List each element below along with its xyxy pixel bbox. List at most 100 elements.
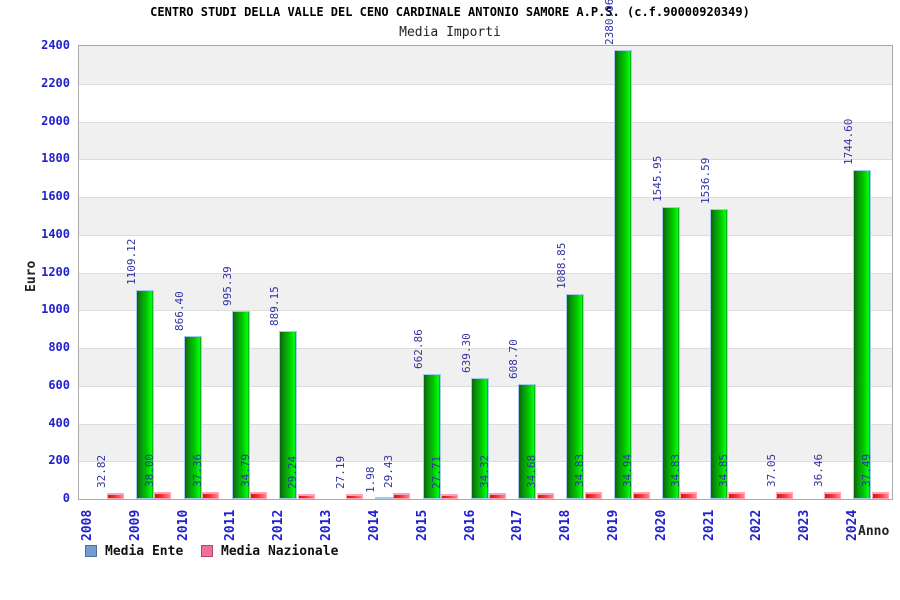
gridline xyxy=(79,310,892,312)
legend-item-media-ente: Media Ente xyxy=(85,543,183,559)
bar-media-nazionale xyxy=(823,492,841,499)
bar-value-label: 1536.59 xyxy=(698,157,712,204)
gridline xyxy=(79,83,892,85)
y-tick-label: 1800 xyxy=(41,151,70,166)
plot-band xyxy=(79,197,892,235)
chart-title: CENTRO STUDI DELLA VALLE DEL CENO CARDIN… xyxy=(150,5,750,19)
y-tick-label: 1400 xyxy=(41,226,70,241)
y-tick-label: 1200 xyxy=(41,264,70,279)
x-tick-label: 2023 xyxy=(797,509,813,541)
gridline xyxy=(79,159,892,161)
bar-value-label: 37.05 xyxy=(764,453,778,487)
bar-media-nazionale xyxy=(345,493,363,499)
bar-value-label: 662.86 xyxy=(411,329,425,369)
x-tick-label: 2014 xyxy=(366,509,382,541)
plot-band xyxy=(79,83,892,122)
x-tick-label: 2022 xyxy=(749,509,765,541)
bar-media-nazionale xyxy=(393,493,411,499)
bar-value-label: 889.15 xyxy=(268,286,282,327)
y-tick-label: 2400 xyxy=(41,38,70,52)
bar-media-nazionale xyxy=(680,492,698,499)
bar-media-ente xyxy=(279,331,298,499)
plot-area xyxy=(78,45,893,500)
bar-value-label: 29.43 xyxy=(381,455,395,489)
x-tick-label: 2017 xyxy=(510,509,526,541)
bar-media-ente xyxy=(566,293,585,499)
plot-band xyxy=(79,272,892,311)
x-tick-label: 2009 xyxy=(127,509,143,541)
bar-value-label: 27.71 xyxy=(429,455,443,489)
plot-band xyxy=(79,46,892,84)
bar-value-label: 995.39 xyxy=(220,266,234,307)
bar-media-ente xyxy=(231,311,250,499)
bar-value-label: 1088.85 xyxy=(555,242,569,289)
bar-value-label: 34.68 xyxy=(525,454,539,488)
bar-value-label: 34.32 xyxy=(477,454,491,488)
bar-media-nazionale xyxy=(250,492,267,499)
plot-band xyxy=(79,121,892,160)
x-tick-label: 2010 xyxy=(175,509,191,541)
bar-media-ente xyxy=(614,49,633,499)
x-tick-label: 2019 xyxy=(606,509,621,541)
plot-band xyxy=(79,159,892,197)
x-tick-label: 2021 xyxy=(701,509,717,541)
bar-value-label: 36.46 xyxy=(812,453,826,488)
bar-value-label: 2380.06 xyxy=(603,0,617,45)
bar-media-ente xyxy=(470,378,489,499)
bar-value-label: 1744.60 xyxy=(842,118,856,165)
chart-subtitle: Media Importi xyxy=(399,25,501,40)
bar-media-nazionale xyxy=(584,492,602,499)
bar-media-nazionale xyxy=(489,492,507,499)
x-tick-label: 2013 xyxy=(319,509,334,541)
bar-value-label: 34.94 xyxy=(621,454,635,488)
x-axis-label: Anno xyxy=(858,524,890,539)
bar-value-label: 27.19 xyxy=(334,455,348,489)
bar-value-label: 1.98 xyxy=(363,466,377,494)
bar-value-label: 1109.12 xyxy=(124,238,138,285)
bar-value-label: 34.83 xyxy=(668,454,682,488)
y-tick-label: 0 xyxy=(62,491,70,505)
x-tick-label: 2016 xyxy=(462,509,478,541)
y-tick-label: 600 xyxy=(48,377,70,392)
bar-media-nazionale xyxy=(536,492,554,499)
bar-media-nazionale xyxy=(728,492,746,499)
legend-swatch-media-ente-icon xyxy=(85,545,97,557)
y-tick-label: 1000 xyxy=(41,302,70,317)
bar-value-label: 29.24 xyxy=(286,455,300,489)
bar-value-label: 608.70 xyxy=(507,339,521,380)
x-tick-label: 2008 xyxy=(79,509,95,541)
y-tick-label: 200 xyxy=(48,453,70,468)
bar-media-ente xyxy=(661,207,680,499)
bar-media-nazionale xyxy=(776,492,793,499)
bar-value-label: 866.40 xyxy=(172,290,186,331)
x-tick-label: 2024 xyxy=(845,509,861,541)
y-tick-label: 2000 xyxy=(41,113,70,128)
y-tick-label: 400 xyxy=(48,415,70,430)
x-tick-label: 2011 xyxy=(223,509,239,541)
y-tick-label: 1600 xyxy=(41,189,70,203)
x-tick-label: 2012 xyxy=(271,509,287,541)
bar-media-nazionale xyxy=(202,491,220,499)
gridline xyxy=(79,348,892,349)
x-tick-label: 2018 xyxy=(558,509,574,541)
bar-media-ente xyxy=(709,209,728,499)
x-tick-label: 2015 xyxy=(414,509,430,541)
bar-media-ente xyxy=(183,335,202,499)
bar-value-label: 37.36 xyxy=(190,453,204,487)
bar-value-label: 1545.95 xyxy=(650,155,664,203)
bar-media-ente xyxy=(853,169,872,499)
bar-value-label: 38.00 xyxy=(142,453,156,487)
bar-media-nazionale xyxy=(441,493,459,499)
gridline xyxy=(79,121,892,123)
legend-item-media-nazionale: Media Nazionale xyxy=(201,543,338,559)
legend-label-media-ente: Media Ente xyxy=(105,543,184,559)
bar-media-ente xyxy=(518,384,537,499)
plot-band xyxy=(79,234,892,273)
bar-media-nazionale xyxy=(106,492,124,499)
bar-value-label: 34.85 xyxy=(716,454,730,488)
bar-media-ente xyxy=(374,497,393,499)
bar-media-ente xyxy=(422,373,441,499)
gridline xyxy=(79,197,892,198)
bar-value-label: 639.30 xyxy=(459,333,473,374)
